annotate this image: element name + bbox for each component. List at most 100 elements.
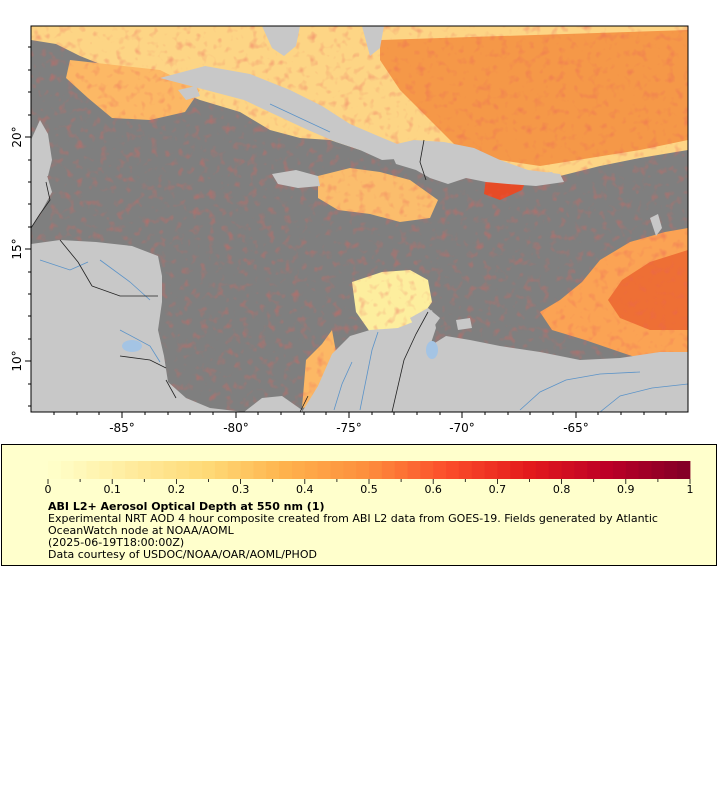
colorbar-labels: 0 0.1 0.2 0.3 0.4 0.5 0.6 0.7 0.8 0.9 1 (45, 483, 694, 496)
legend-time: (2025-06-19T18:00:00Z) (48, 536, 185, 549)
river-guatemala (39, 259, 89, 271)
border-costa-rica-panama (165, 379, 177, 399)
river-central-america (99, 259, 151, 301)
legend-title: ABI L2+ Aerosol Optical Depth at 550 nm … (48, 500, 325, 513)
lon-tick-label: -75° (336, 421, 362, 435)
colorbar-segment (317, 461, 331, 479)
colorbar-segment (369, 461, 383, 479)
border-colombia-venezuela (391, 311, 429, 412)
land-bahamas (362, 26, 384, 56)
colorbar-segment (48, 461, 62, 479)
land-yucatan (31, 120, 52, 176)
colorbar-segment (638, 461, 652, 479)
colorbar-segment (227, 461, 241, 479)
river-orinoco-branch (519, 371, 641, 411)
colorbar-tick-label: 0.9 (617, 483, 635, 496)
land-lesser-antilles (650, 214, 662, 236)
colorbar-segment (381, 461, 396, 479)
lon-tick-label: -70° (449, 421, 475, 435)
colorbar-segment (86, 461, 100, 479)
colorbar-segment (266, 461, 280, 479)
colorbar-segment (202, 461, 216, 479)
colorbar-segment (304, 461, 319, 479)
colorbar-tick-label: 0.6 (424, 483, 442, 496)
colorbar-tick-label: 0.2 (168, 483, 186, 496)
colorbar-segment (535, 461, 550, 479)
colorbar-segment (600, 461, 614, 479)
legend-description: Experimental NRT AOD 4 hour composite cr… (48, 512, 658, 537)
colorbar-tick-label: 0.8 (553, 483, 571, 496)
legend-credit: Data courtesy of USDOC/NOAA/OAR/AOML/PHO… (48, 548, 317, 561)
land-puerto-rico (526, 172, 560, 184)
colorbar-segment (587, 461, 601, 479)
colorbar: 0 0.1 0.2 0.3 0.4 0.5 0.6 0.7 0.8 0.9 1 (45, 461, 694, 496)
colorbar-segment (458, 461, 473, 479)
colorbar-segment (150, 461, 164, 479)
colorbar-segment (446, 461, 460, 479)
colorbar-tick-label: 0 (45, 483, 52, 496)
colorbar-segment (574, 461, 588, 479)
lake-nicaragua (122, 340, 142, 352)
colorbar-segment (137, 461, 152, 479)
borders-layer (31, 139, 429, 412)
colorbar-tick-label: 0.3 (232, 483, 250, 496)
map-figure: -85° -80° -75° -70° -65° 20° 15° 10° (10, 25, 689, 435)
river-venezuela (599, 383, 688, 412)
colorbar-segment (471, 461, 485, 479)
colorbar-ticks (47, 479, 691, 484)
colorbar-segment (163, 461, 177, 479)
colorbar-segment (561, 461, 575, 479)
colorbar-segment (330, 461, 344, 479)
colorbar-segment (176, 461, 190, 479)
colorbar-segment (407, 461, 421, 479)
lon-tick-label: -80° (223, 421, 249, 435)
border-panama-colombia (299, 395, 309, 412)
land-florida (262, 26, 300, 56)
colorbar-segment (253, 461, 267, 479)
colorbar-tick-label: 0.4 (296, 483, 314, 496)
colorbar-tick-label: 1 (687, 483, 694, 496)
colorbar-segment (497, 461, 511, 479)
land-guajira (410, 308, 440, 332)
lake-maracaibo (426, 341, 438, 359)
lon-tick-label: -65° (563, 421, 589, 435)
colorbar-segment (73, 461, 87, 479)
colorbar-tick-label: 0.5 (360, 483, 378, 496)
colorbar-tick-label: 0.7 (489, 483, 507, 496)
legend-box: 0 0.1 0.2 0.3 0.4 0.5 0.6 0.7 0.8 0.9 1 … (1, 444, 717, 566)
colorbar-segment (625, 461, 640, 479)
colorbar-segment (240, 461, 254, 479)
lat-tick-label: 20° (10, 126, 24, 147)
colorbar-segment (214, 461, 229, 479)
colorbar-segment (125, 461, 139, 479)
land-aruba-curacao (456, 318, 472, 330)
lat-tick-label: 15° (10, 238, 24, 259)
colorbar-segment (651, 461, 665, 479)
land-panama (244, 396, 302, 412)
colorbar-segment (356, 461, 370, 479)
colorbar-segment (291, 461, 306, 479)
rivers-layer (39, 103, 688, 412)
colorbar-segment (279, 461, 293, 479)
colorbar-segment (420, 461, 434, 479)
colorbar-segment (612, 461, 627, 479)
land-hispaniola (388, 140, 564, 186)
colorbar-segment (343, 461, 357, 479)
river-magdalena (359, 331, 379, 411)
lat-minor-ticks (28, 46, 31, 407)
colorbar-segment (99, 461, 113, 479)
colorbar-segment (433, 461, 447, 479)
colorbar-segment (60, 461, 75, 479)
border-honduras-nicaragua (91, 285, 158, 297)
river-cuba (269, 103, 331, 133)
land-isle-of-youth (178, 86, 200, 100)
border-mexico-guatemala (31, 181, 51, 229)
border-haiti-dr (419, 139, 427, 181)
colorbar-segment (394, 461, 408, 479)
colorbar-segments (48, 461, 691, 479)
lon-axis: -85° -80° -75° -70° -65° (53, 412, 667, 435)
map-frame (30, 25, 689, 413)
colorbar-segment (112, 461, 126, 479)
lon-tick-label: -85° (109, 421, 135, 435)
colorbar-segment (510, 461, 524, 479)
